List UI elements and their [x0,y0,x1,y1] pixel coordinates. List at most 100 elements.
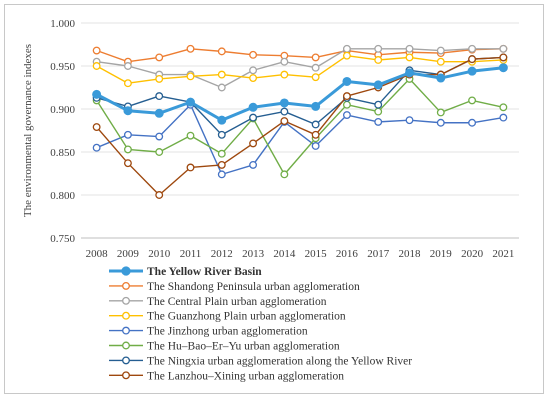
data-point [217,47,226,56]
data-point [467,66,477,76]
series-0 [92,63,508,125]
data-point [249,66,258,75]
data-point [123,145,132,154]
data-point [249,139,258,148]
data-point [279,98,289,108]
data-point [155,74,164,83]
data-point [374,100,383,109]
data-point [217,115,227,125]
series-lines [92,44,508,199]
data-point [186,163,195,172]
x-tick-label: 2020 [461,248,484,260]
data-point [280,57,289,66]
data-point [499,113,508,122]
data-point [436,73,446,83]
data-point [374,117,383,126]
data-point [499,103,508,112]
legend-entry: The Central Plain urban agglomeration [109,296,327,308]
data-point [436,57,445,66]
data-point [186,44,195,53]
x-tick-label: 2018 [399,248,422,260]
data-point [311,63,320,72]
legend-label: The Yellow River Basin [147,266,262,278]
data-point [123,159,132,168]
x-tick-label: 2016 [336,248,359,260]
x-tick-label: 2013 [242,248,265,260]
data-point [155,53,164,62]
series-line [96,78,504,176]
grid-lines [81,22,519,239]
legend-marker [121,266,131,276]
series-line [96,48,504,89]
data-point [311,73,320,82]
legend-entry: The Guanzhong Plain urban agglomeration [109,311,346,323]
data-point [249,113,258,122]
legend-marker [122,281,130,290]
data-point [186,131,195,140]
data-point [280,117,289,125]
chart-frame: 0.750 0.800 0.850 0.900 0.950 1.000 2008 2009 2… [4,4,544,394]
data-point [155,132,164,141]
legend-entry: The Shandong Peninsula urban agglomerati… [109,281,360,293]
legend-marker [122,341,130,350]
x-tick-label: 2008 [86,248,109,260]
data-point [498,63,508,73]
legend-entry: The Yellow River Basin [109,266,262,278]
data-point [280,70,289,79]
y-tick-label: 0.750 [50,233,75,245]
y-axis-label: The environmental governance indexes [22,44,34,217]
data-point [92,89,102,99]
data-point [342,111,351,119]
data-point [405,68,414,78]
legend-label: The Central Plain urban agglomeration [147,296,327,308]
legend: The Yellow River Basin The Shandong Penin… [109,266,412,382]
series-line [95,66,504,122]
y-tick-label: 0.900 [50,104,75,116]
x-tick-label: 2019 [430,248,453,260]
data-point [468,96,477,105]
series-line [96,103,504,176]
legend-label: The Ningxia urban agglomeration along th… [147,355,412,367]
x-tick-label: 2012 [211,248,233,260]
data-point [92,123,101,132]
data-point [249,50,258,59]
data-point [405,44,414,53]
data-point [342,100,351,109]
x-tick-label: 2010 [148,248,171,260]
x-tick-label: 2014 [273,248,296,260]
data-point [311,120,320,129]
data-point [311,53,320,62]
legend-entry: The Ningxia urban agglomeration along th… [109,355,412,367]
y-tick-label: 0.800 [50,190,75,202]
data-point [217,160,226,169]
x-tick-label: 2017 [367,248,390,260]
data-point [405,116,414,125]
y-tick-label: 0.850 [50,147,75,159]
legend-marker [122,311,130,320]
data-point [186,72,195,81]
data-point [499,44,508,53]
series-5 [92,74,508,179]
series-6 [92,53,508,139]
data-point [280,107,289,116]
data-point [217,130,226,139]
data-point [436,46,445,55]
legend-label: The Jinzhong urban agglomeration [147,326,308,338]
y-tick-label: 0.950 [50,61,75,73]
x-tick-label: 2015 [305,248,328,260]
series-line [96,54,504,84]
y-axis: 0.750 0.800 0.850 0.900 0.950 1.000 [50,18,75,245]
data-point [342,44,351,53]
data-point [92,62,101,70]
y-tick-label: 1.000 [50,18,75,30]
data-point [154,108,164,118]
legend-label: The Lanzhou–Xining urban agglomeration [147,370,344,382]
data-point [436,108,445,117]
data-point [405,53,414,62]
data-point [217,170,226,179]
data-point [217,70,226,79]
data-point [499,53,508,62]
data-point [186,97,195,107]
data-point [374,107,383,116]
